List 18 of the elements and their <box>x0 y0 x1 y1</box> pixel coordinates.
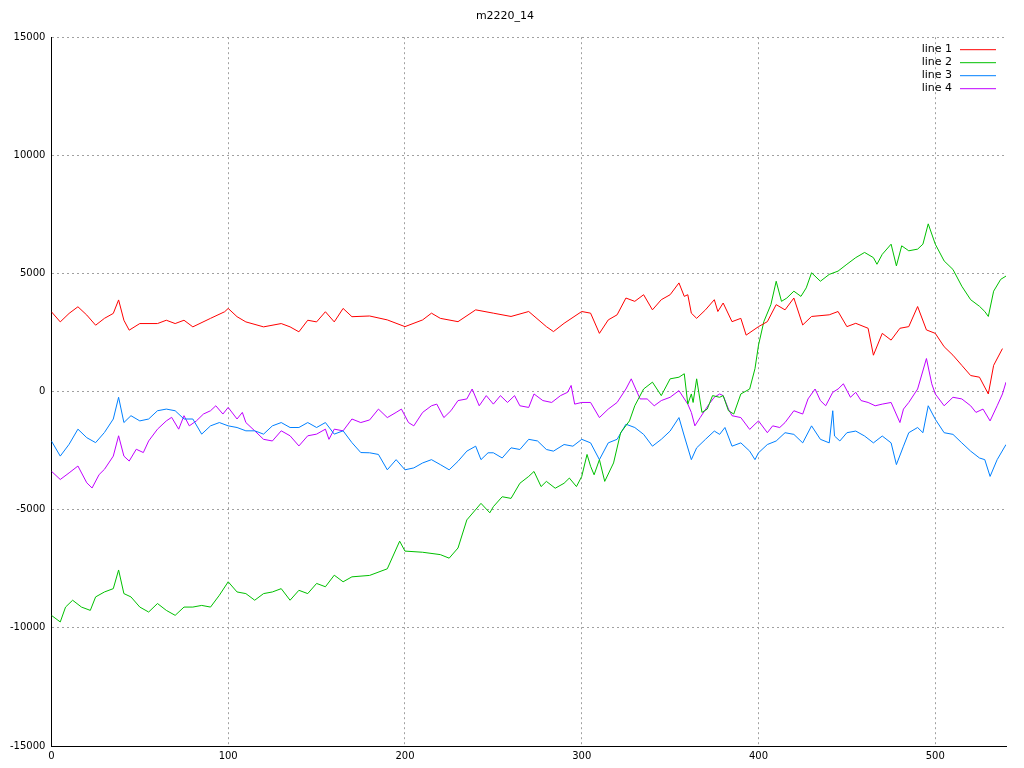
legend-label: line 4 <box>921 81 952 95</box>
y-tick-label: -10000 <box>10 621 46 633</box>
x-tick-label: 500 <box>925 749 945 761</box>
legend-label: line 2 <box>921 55 952 69</box>
y-tick-label: -15000 <box>10 739 46 751</box>
legend-label: line 1 <box>921 42 952 56</box>
x-tick-label: 300 <box>572 749 592 761</box>
legend-label: line 3 <box>921 68 952 82</box>
x-tick-label: 100 <box>218 749 238 761</box>
y-tick-label: 0 <box>39 385 46 397</box>
x-tick-label: 400 <box>748 749 769 761</box>
y-tick-label: -5000 <box>16 503 46 515</box>
y-tick-label: 5000 <box>19 267 46 279</box>
y-tick-label: 10000 <box>13 148 46 160</box>
chart-title: m2220_14 <box>475 9 535 23</box>
y-tick-label: 15000 <box>13 30 46 42</box>
x-tick-label: 0 <box>48 749 55 761</box>
x-tick-label: 200 <box>395 749 415 761</box>
